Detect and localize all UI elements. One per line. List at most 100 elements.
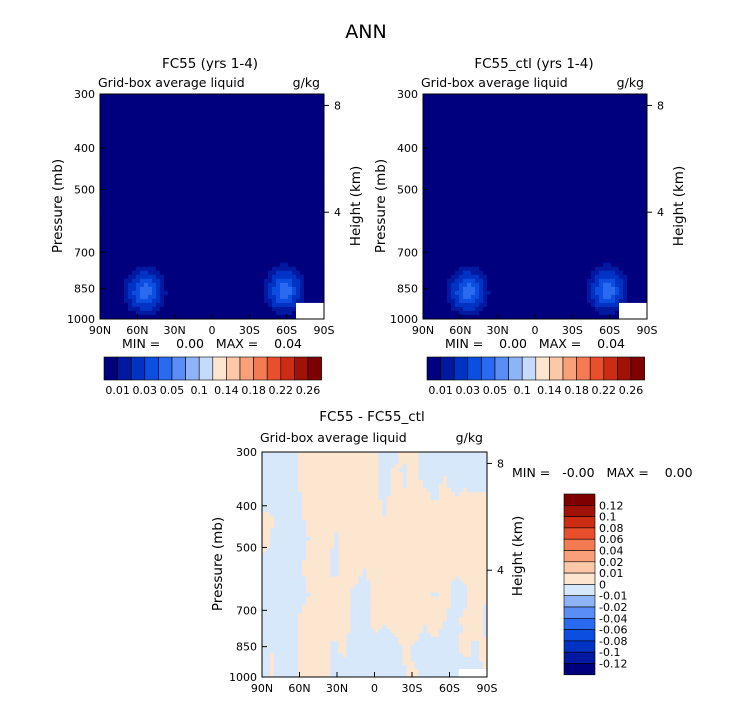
heatmap-cell xyxy=(232,126,237,131)
heatmap-cell xyxy=(156,170,161,175)
heatmap-cell xyxy=(284,118,289,123)
heatmap-cell xyxy=(124,114,129,119)
heatmap-cell xyxy=(136,294,141,300)
heatmap-cell xyxy=(427,206,432,211)
heatmap-cell xyxy=(244,190,249,195)
heatmap-cell xyxy=(208,126,213,131)
heatmap-cell xyxy=(455,122,460,127)
heatmap-cell xyxy=(507,206,512,211)
heatmap-cell xyxy=(120,250,125,256)
heatmap-cell xyxy=(224,274,229,280)
heatmap-cell xyxy=(427,142,432,147)
heatmap-cell xyxy=(132,246,137,252)
heatmap-cell xyxy=(523,126,528,131)
heatmap-cell xyxy=(264,110,269,115)
heatmap-cell xyxy=(144,158,149,163)
heatmap-cell xyxy=(176,286,181,292)
heatmap-cell xyxy=(483,194,488,199)
heatmap-cell xyxy=(284,178,289,183)
heatmap-cell xyxy=(156,110,161,115)
heatmap-cell xyxy=(595,126,600,131)
heatmap-cell xyxy=(491,170,496,175)
heatmap-cell xyxy=(595,122,600,127)
heatmap-cell xyxy=(435,118,440,123)
heatmap-cell xyxy=(132,310,137,316)
heatmap-cell xyxy=(543,206,548,211)
heatmap-cell xyxy=(507,154,512,159)
heatmap-cell xyxy=(144,118,149,123)
heatmap-cell xyxy=(100,238,105,244)
heatmap-cell xyxy=(224,314,229,320)
heatmap-cell xyxy=(224,206,229,211)
heatmap-cell xyxy=(643,186,648,191)
heatmap-cell xyxy=(264,94,269,99)
heatmap-cell xyxy=(631,102,636,107)
heatmap-cell xyxy=(156,242,161,248)
colorbar-swatch xyxy=(226,356,241,381)
heatmap-cell xyxy=(515,210,520,215)
heatmap-cell xyxy=(100,178,105,183)
heatmap-cell xyxy=(204,98,209,103)
heatmap-cell xyxy=(260,238,265,244)
heatmap-cell xyxy=(228,194,233,199)
heatmap-cell xyxy=(292,262,297,268)
heatmap-cell xyxy=(188,214,193,219)
heatmap-cell xyxy=(140,102,145,107)
heatmap-cell xyxy=(208,206,213,211)
heatmap-cell xyxy=(276,138,281,143)
heatmap-cell xyxy=(587,162,592,167)
heatmap-cell xyxy=(232,278,237,284)
heatmap-cell xyxy=(136,106,141,111)
heatmap-cell xyxy=(571,130,576,135)
heatmap-cell xyxy=(603,126,608,131)
heatmap-cell xyxy=(507,114,512,119)
heatmap-cell xyxy=(212,158,217,163)
heatmap-cell xyxy=(579,106,584,111)
heatmap-cell xyxy=(435,126,440,131)
heatmap-cell xyxy=(224,302,229,308)
heatmap-cell xyxy=(567,182,572,187)
heatmap-cell xyxy=(280,166,285,171)
heatmap-cell xyxy=(296,294,301,300)
heatmap-cell xyxy=(256,278,261,284)
heatmap-cell xyxy=(471,162,476,167)
heatmap-cell xyxy=(260,278,265,284)
heatmap-cell xyxy=(487,154,492,159)
heatmap-cell xyxy=(200,122,205,127)
heatmap-cell xyxy=(148,238,153,244)
heatmap-cell xyxy=(571,194,576,199)
heatmap-cell xyxy=(559,186,564,191)
heatmap-cell xyxy=(192,194,197,199)
heatmap-cell xyxy=(116,154,121,159)
heatmap-cell xyxy=(519,170,524,175)
heatmap-cell xyxy=(244,146,249,151)
heatmap-cell xyxy=(639,202,644,207)
heatmap-cell xyxy=(487,206,492,211)
heatmap-cell xyxy=(180,130,185,135)
heatmap-cell xyxy=(316,174,321,179)
heatmap-cell xyxy=(120,210,125,215)
heatmap-cell xyxy=(236,110,241,115)
heatmap-cell xyxy=(491,98,496,103)
heatmap-cell xyxy=(116,202,121,207)
heatmap-cell xyxy=(619,194,624,199)
heatmap-cell xyxy=(248,206,253,211)
heatmap-cell xyxy=(184,286,189,292)
heatmap-cell xyxy=(627,126,632,131)
heatmap-cell xyxy=(300,238,305,244)
heatmap-cell xyxy=(228,210,233,215)
heatmap-cell xyxy=(148,222,153,227)
heatmap-cell xyxy=(120,114,125,119)
heatmap-cell xyxy=(120,106,125,111)
heatmap-cell xyxy=(643,146,648,151)
heatmap-cell xyxy=(455,194,460,199)
heatmap-cell xyxy=(176,314,181,320)
heatmap-cell xyxy=(144,150,149,155)
heatmap-cell xyxy=(260,206,265,211)
heatmap-cell xyxy=(252,150,257,155)
heatmap-cell xyxy=(124,254,129,260)
heatmap-cell xyxy=(176,130,181,135)
heatmap-cell xyxy=(196,174,201,179)
heatmap-cell xyxy=(116,170,121,175)
heatmap-cell xyxy=(252,254,257,260)
